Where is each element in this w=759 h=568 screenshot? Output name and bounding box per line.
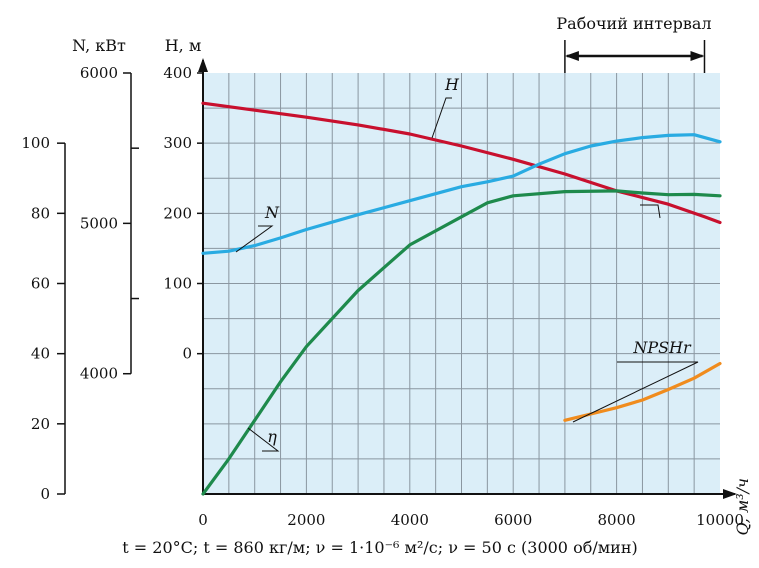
tick-labels: 0 2000 4000 6000 8000 10000020406080100400050… bbox=[21, 64, 744, 529]
head-tick-label: 200 bbox=[163, 204, 192, 222]
x-tick-label: 2000 bbox=[287, 511, 325, 529]
head-tick-label: 300 bbox=[163, 134, 192, 152]
npshr-curve-label: NPSHr bbox=[632, 338, 692, 357]
power-tick-label: 4000 bbox=[80, 365, 118, 383]
efficiency-tick-label: 80 bbox=[31, 204, 50, 222]
power-tick-label: 5000 bbox=[80, 214, 118, 232]
n-leader-line bbox=[235, 225, 274, 253]
power-tick-label: 6000 bbox=[80, 64, 118, 82]
head-tick-label: 400 bbox=[163, 64, 192, 82]
x-tick-label: 8000 bbox=[598, 511, 636, 529]
x-tick-label: 10000 bbox=[696, 511, 744, 529]
x-tick-label: 6000 bbox=[494, 511, 532, 529]
head-tick-label: 100 bbox=[163, 275, 192, 293]
annotations: H Nη NPSHr bbox=[235, 40, 706, 452]
npshr-leader-line bbox=[572, 361, 699, 423]
efficiency-leader-line bbox=[247, 427, 280, 452]
x-tick-label: 4000 bbox=[391, 511, 429, 529]
power-axis-label: N, кВт bbox=[72, 36, 126, 55]
efficiency-curve bbox=[201, 189, 722, 496]
h-curve-label: H bbox=[444, 75, 460, 94]
grid bbox=[203, 73, 720, 494]
n-curve bbox=[201, 133, 722, 255]
efficiency-tick-label: 60 bbox=[31, 275, 50, 293]
intersection-marker bbox=[640, 204, 661, 219]
efficiency-curve-label: η bbox=[267, 427, 277, 446]
head-tick-label: 0 bbox=[182, 345, 192, 363]
efficiency-tick-label: 100 bbox=[21, 134, 50, 152]
x-axis-label: Q, м³/ч bbox=[733, 478, 752, 536]
efficiency-tick-label: 0 bbox=[40, 485, 50, 503]
efficiency-tick-label: 40 bbox=[31, 345, 50, 363]
n-curve-label: N bbox=[264, 203, 280, 222]
h-curve bbox=[201, 101, 722, 225]
working-interval-label: Рабочий интервал bbox=[556, 14, 711, 33]
h-leader-line bbox=[431, 97, 452, 139]
x-tick-label: 0 bbox=[198, 511, 208, 529]
efficiency-tick-label: 20 bbox=[31, 415, 50, 433]
chart-footer: t = 20°C; t = 860 кг/м; ν = 1·10⁻⁶ м²/с;… bbox=[122, 538, 638, 557]
series bbox=[201, 101, 722, 496]
head-axis-label: H, м bbox=[165, 36, 202, 55]
